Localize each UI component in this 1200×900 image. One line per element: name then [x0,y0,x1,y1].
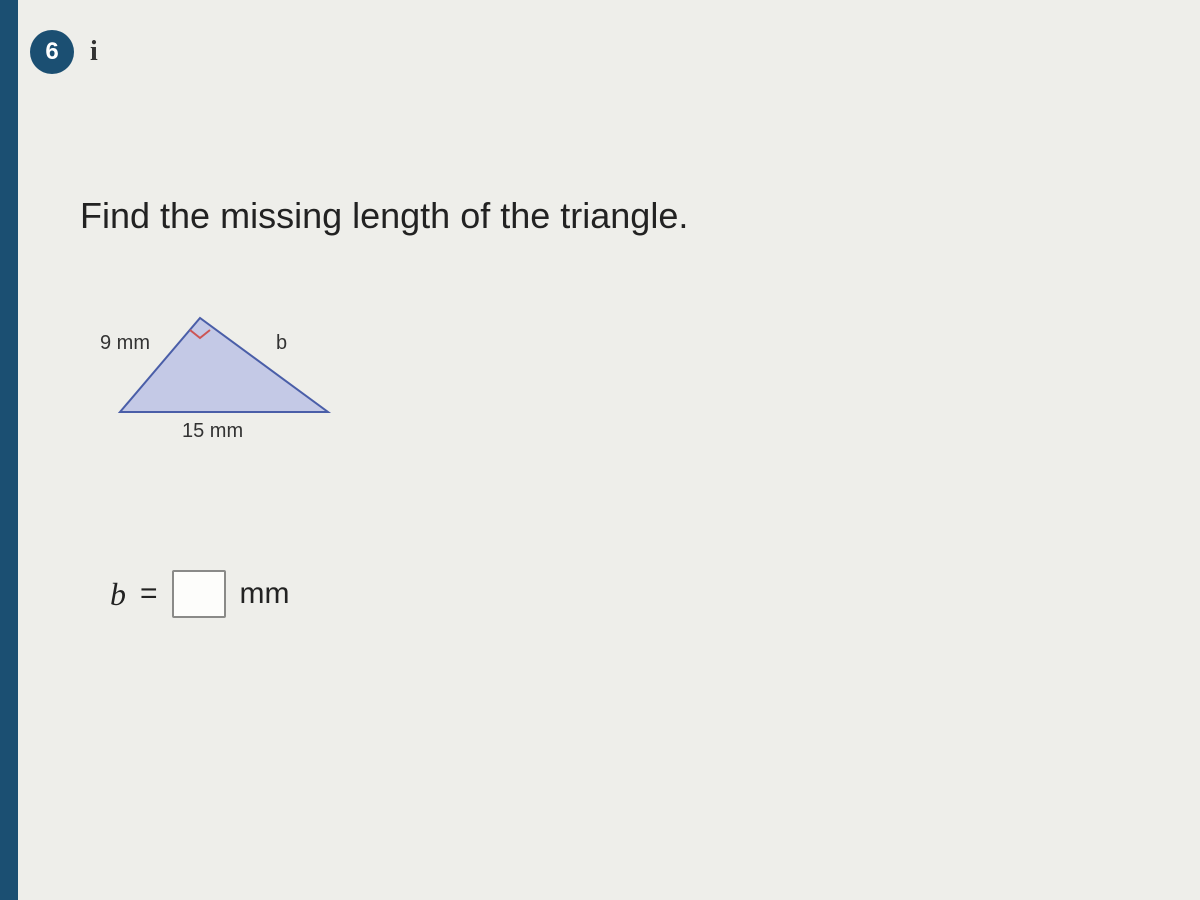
question-number: 6 [45,38,58,66]
triangle-figure: 9 mm b 15 mm [100,300,360,470]
triangle-shape [120,318,328,412]
question-page: 6 i Find the missing length of the trian… [0,0,1200,900]
answer-row: b = mm [110,570,290,618]
answer-variable: b [110,576,126,613]
hypotenuse-label: 15 mm [182,420,243,443]
question-prompt: Find the missing length of the triangle. [80,195,688,237]
left-rail [0,0,18,900]
equals-sign: = [140,577,158,611]
side-b-label: b [276,332,287,355]
question-header: 6 i [30,30,98,74]
side-a-label: 9 mm [100,332,150,355]
answer-input[interactable] [172,570,226,618]
question-number-badge: 6 [30,30,74,74]
info-icon[interactable]: i [90,36,98,68]
answer-unit: mm [240,577,290,611]
